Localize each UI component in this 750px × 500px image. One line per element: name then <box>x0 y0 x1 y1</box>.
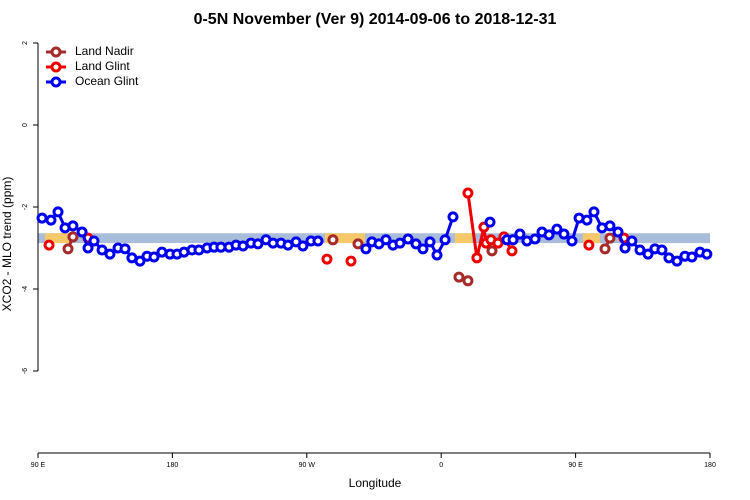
data-point <box>566 235 578 247</box>
data-point <box>471 252 483 264</box>
data-point <box>588 206 600 218</box>
data-point <box>551 223 563 235</box>
data-point <box>52 206 64 218</box>
data-point <box>410 238 422 250</box>
data-point <box>701 248 713 260</box>
data-point <box>619 242 631 254</box>
band-highlight <box>582 233 600 244</box>
x-tick-label: 180 <box>167 462 179 469</box>
data-point <box>45 214 57 226</box>
x-tick-label: 90 E <box>568 462 583 469</box>
data-point <box>642 248 654 260</box>
chart-title: 0-5N November (Ver 9) 2014-09-06 to 2018… <box>194 11 557 28</box>
data-point <box>327 234 339 246</box>
data-point <box>439 234 451 246</box>
data-point <box>345 255 357 267</box>
data-point <box>656 244 668 256</box>
data-point <box>558 228 570 240</box>
data-point <box>671 255 683 267</box>
data-point <box>321 253 333 265</box>
legend-label: Ocean Glint <box>75 74 139 88</box>
x-tick-label: 90 E <box>31 462 46 469</box>
data-point <box>492 237 504 249</box>
data-point <box>67 231 79 243</box>
y-tick-label: -2 <box>22 204 29 210</box>
data-point <box>134 255 146 267</box>
data-point <box>604 220 616 232</box>
x-tick-label: 180 <box>704 462 716 469</box>
data-point <box>104 248 116 260</box>
data-point <box>76 226 88 238</box>
data-point <box>431 249 443 261</box>
data-point <box>462 187 474 199</box>
y-tick-label: -6 <box>22 368 29 374</box>
data-point <box>604 232 616 244</box>
data-point <box>297 240 309 252</box>
legend-label: Land Glint <box>75 59 130 73</box>
band-highlight <box>454 233 472 244</box>
x-axis-title: Longitude <box>349 476 402 490</box>
data-point <box>96 244 108 256</box>
data-point <box>529 233 541 245</box>
data-point <box>43 239 55 251</box>
data-point <box>507 234 519 246</box>
data-point <box>486 245 498 257</box>
data-point <box>543 229 555 241</box>
legend-marker <box>50 61 62 73</box>
data-point <box>148 251 160 263</box>
data-point <box>402 233 414 245</box>
data-point <box>599 243 611 255</box>
data-point <box>634 244 646 256</box>
data-point <box>581 214 593 226</box>
data-point <box>583 239 595 251</box>
data-point <box>686 251 698 263</box>
data-point <box>312 235 324 247</box>
data-point <box>514 228 526 240</box>
data-point <box>417 243 429 255</box>
data-point <box>67 220 79 232</box>
data-point <box>88 235 100 247</box>
y-tick-label: 2 <box>22 41 29 45</box>
data-point <box>352 238 364 250</box>
data-point <box>360 243 372 255</box>
data-point <box>447 211 459 223</box>
data-point <box>380 234 392 246</box>
data-point <box>394 237 406 249</box>
data-point <box>506 245 518 257</box>
data-point <box>453 271 465 283</box>
data-point <box>36 212 48 224</box>
data-point <box>119 243 131 255</box>
x-tick-label: 0 <box>439 462 443 469</box>
data-point <box>626 235 638 247</box>
legend-marker <box>50 76 62 88</box>
data-point <box>82 242 94 254</box>
data-point <box>462 275 474 287</box>
legend-marker <box>50 46 62 58</box>
data-point <box>252 238 264 250</box>
band-highlight <box>325 233 366 244</box>
legend-label: Land Nadir <box>75 44 134 58</box>
data-point <box>424 236 436 248</box>
band-highlight <box>45 233 70 244</box>
y-tick-label: 0 <box>22 123 29 127</box>
x-tick-label: 90 W <box>299 462 316 469</box>
y-tick-label: -4 <box>22 286 29 292</box>
y-axis-title: XCO2 - MLO trend (ppm) <box>0 177 14 312</box>
data-point <box>612 226 624 238</box>
data-point <box>62 243 74 255</box>
data-point <box>484 216 496 228</box>
